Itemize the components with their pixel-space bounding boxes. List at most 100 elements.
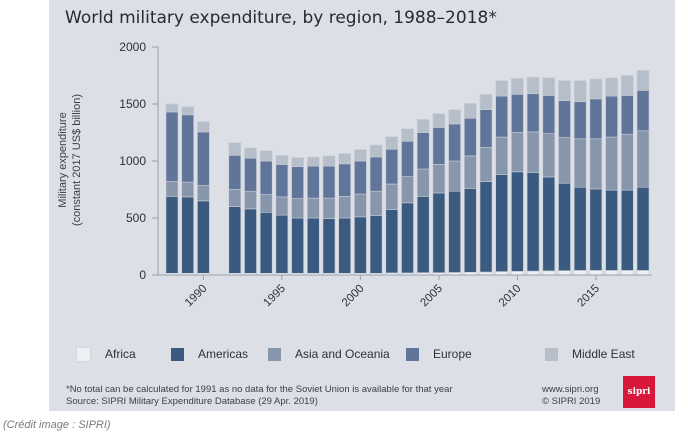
bar-1992-asia-and-oceania xyxy=(228,189,242,207)
bar-2006-europe xyxy=(448,123,461,162)
bar-2016-africa xyxy=(605,270,618,276)
bar-2002-europe xyxy=(385,148,399,185)
bar-1994-americas xyxy=(259,212,273,274)
bar-1994-europe xyxy=(259,160,273,195)
bar-2018-africa xyxy=(636,270,650,276)
bar-2003-americas xyxy=(401,202,414,274)
bar-1989-europe xyxy=(181,114,194,183)
bar-2000-middle-east xyxy=(354,149,367,162)
website-link[interactable]: www.sipri.org xyxy=(542,384,599,395)
bar-2016-americas xyxy=(605,189,618,271)
bar-2008-europe xyxy=(479,109,493,148)
x-tick-label-2015: 2015 xyxy=(575,283,602,310)
legend-item-africa: Africa xyxy=(76,344,136,364)
bar-1999-europe xyxy=(338,163,352,197)
bar-2017-middle-east xyxy=(620,75,634,96)
bar-2018-americas xyxy=(636,186,650,271)
bar-2014-middle-east xyxy=(573,80,587,103)
bar-2015-middle-east xyxy=(589,78,603,100)
footnote: *No total can be calculated for 1991 as … xyxy=(66,384,453,395)
bar-1996-americas xyxy=(291,217,304,274)
bar-1993-americas xyxy=(244,208,257,274)
sipri-logo: sipri xyxy=(623,376,655,408)
bar-2002-americas xyxy=(385,209,399,274)
bar-2013-americas xyxy=(558,182,571,271)
bar-2014-americas xyxy=(573,186,587,271)
bars-group xyxy=(165,70,650,276)
legend-label-europe: Europe xyxy=(433,347,472,361)
bar-2009-americas xyxy=(495,174,509,272)
legend: Africa Americas Asia and Oceania Europe … xyxy=(76,344,666,364)
bar-2013-middle-east xyxy=(558,80,571,101)
bar-2007-americas xyxy=(463,188,477,273)
bar-2015-asia-and-oceania xyxy=(589,138,603,190)
bar-2014-europe xyxy=(573,101,587,140)
copyright: © SIPRI 2019 xyxy=(542,396,601,407)
bar-1994-middle-east xyxy=(259,150,273,162)
bar-1999-middle-east xyxy=(338,153,352,165)
bar-2004-europe xyxy=(416,132,430,170)
bar-2015-europe xyxy=(589,98,603,140)
bar-1994-asia-and-oceania xyxy=(259,194,273,213)
bar-2018-europe xyxy=(636,90,650,132)
bar-2003-asia-and-oceania xyxy=(401,176,414,204)
bar-1998-asia-and-oceania xyxy=(322,197,336,219)
bar-2009-europe xyxy=(495,95,509,138)
bar-2017-europe xyxy=(620,95,634,135)
bar-2002-middle-east xyxy=(385,136,399,150)
y-axis-label: Military expenditure (constant 2017 US$ … xyxy=(56,60,96,260)
bar-1997-middle-east xyxy=(306,156,320,167)
bar-2001-middle-east xyxy=(369,144,383,158)
y-tick-label-1500: 1500 xyxy=(119,97,146,111)
bar-2008-americas xyxy=(479,181,493,273)
bar-1990-europe xyxy=(197,131,210,186)
bar-2006-americas xyxy=(448,190,461,273)
legend-item-asia-oceania: Asia and Oceania xyxy=(268,344,390,364)
bar-2015-americas xyxy=(589,188,603,271)
bar-2009-asia-and-oceania xyxy=(495,136,509,175)
bar-2010-africa xyxy=(511,271,524,276)
bar-1999-americas xyxy=(338,217,352,274)
legend-swatch-middle-east xyxy=(545,347,558,361)
bar-2006-middle-east xyxy=(448,109,461,125)
bar-2000-asia-and-oceania xyxy=(354,193,367,218)
bar-1995-asia-and-oceania xyxy=(275,196,289,216)
bar-2010-asia-and-oceania xyxy=(511,132,524,173)
legend-item-americas: Americas xyxy=(171,344,248,364)
bar-2011-africa xyxy=(526,270,540,276)
bar-1992-middle-east xyxy=(228,142,242,156)
bar-1998-europe xyxy=(322,165,336,199)
bar-2010-middle-east xyxy=(511,78,524,95)
bar-2008-asia-and-oceania xyxy=(479,147,493,182)
bar-1996-middle-east xyxy=(291,157,304,168)
y-tick-label-500: 500 xyxy=(126,211,146,225)
bar-1989-asia-and-oceania xyxy=(181,181,194,198)
source-note: Source: SIPRI Military Expenditure Datab… xyxy=(66,396,318,407)
bar-1988-americas xyxy=(165,196,179,274)
bar-2004-americas xyxy=(416,196,430,274)
bar-2005-middle-east xyxy=(432,113,446,128)
bar-2001-asia-and-oceania xyxy=(369,190,383,217)
legend-swatch-americas xyxy=(171,347,184,361)
y-axis-label-line-2: (constant 2017 US$ billion) xyxy=(71,93,83,227)
bar-2010-americas xyxy=(511,171,524,272)
bar-1998-americas xyxy=(322,218,336,274)
legend-swatch-europe xyxy=(406,347,419,361)
bar-2009-middle-east xyxy=(495,80,509,97)
bar-1988-europe xyxy=(165,111,179,182)
bar-2016-asia-and-oceania xyxy=(605,136,618,191)
bar-1988-middle-east xyxy=(165,103,179,113)
bar-2015-africa xyxy=(589,270,603,276)
legend-label-americas: Americas xyxy=(198,347,249,361)
bar-2006-asia-and-oceania xyxy=(448,160,461,192)
bar-1992-europe xyxy=(228,155,242,190)
bar-2000-americas xyxy=(354,216,367,274)
publisher-block: www.sipri.org © SIPRI 2019 xyxy=(542,384,600,408)
x-tick-label-2000: 2000 xyxy=(340,283,367,310)
bar-2000-europe xyxy=(354,160,367,195)
bar-1997-europe xyxy=(306,165,320,199)
legend-label-africa: Africa xyxy=(105,347,136,361)
bar-2005-asia-and-oceania xyxy=(432,164,446,194)
bar-1997-americas xyxy=(306,217,320,274)
